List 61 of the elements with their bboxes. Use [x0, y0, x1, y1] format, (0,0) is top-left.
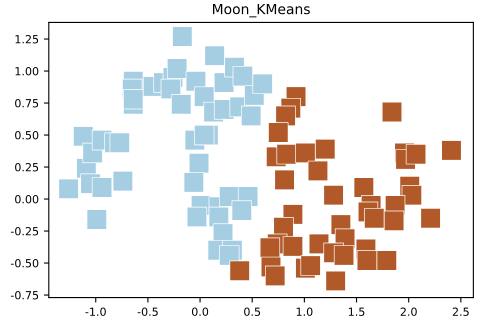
point [204, 46, 225, 66]
y-tick-label: 0.50 [15, 131, 38, 140]
y-tick-label: 0.25 [15, 163, 38, 172]
point [184, 172, 204, 193]
point [441, 140, 462, 161]
point [86, 209, 107, 230]
point [123, 89, 144, 110]
y-tick-label: -0.50 [10, 259, 38, 268]
x-tick-label: 0.5 [244, 308, 260, 316]
point [276, 144, 297, 164]
point [268, 122, 288, 143]
x-tick-label: 2.0 [400, 308, 417, 316]
y-tick-label: 1.25 [16, 35, 38, 44]
point [384, 210, 404, 231]
point [241, 106, 262, 126]
x-tick-label: 1.5 [348, 308, 364, 316]
point [194, 124, 214, 146]
point [58, 178, 79, 199]
point [166, 58, 188, 79]
chart-title: Moon_KMeans [212, 4, 310, 18]
point [376, 250, 397, 271]
point [274, 170, 295, 190]
point [402, 185, 422, 206]
point [334, 245, 354, 266]
point [364, 208, 384, 228]
point [308, 160, 328, 182]
point [172, 26, 192, 47]
y-tick-label: 0.75 [15, 99, 38, 108]
point [325, 270, 346, 292]
point [300, 255, 321, 276]
point [110, 132, 130, 153]
point [315, 138, 336, 160]
x-tick-label: 0.0 [192, 308, 208, 316]
point [186, 206, 208, 228]
x-tick-label: 1.0 [296, 308, 312, 316]
point [356, 250, 378, 271]
x-tick-label: -1.0 [85, 308, 106, 316]
point [282, 236, 304, 257]
y-tick-label: 0.00 [15, 195, 38, 204]
point [354, 177, 374, 198]
point [264, 266, 286, 286]
x-tick-label: 2.5 [452, 308, 469, 316]
point [406, 144, 426, 164]
y-tick-label: -0.25 [10, 227, 38, 236]
point [232, 66, 253, 86]
point [323, 185, 344, 206]
point [188, 153, 210, 174]
point [420, 208, 441, 228]
point [295, 142, 316, 164]
point [275, 106, 296, 126]
x-tick-label: -0.5 [138, 308, 158, 316]
y-tick-label: -0.75 [10, 291, 38, 300]
point [232, 200, 252, 221]
point [382, 102, 402, 122]
point [171, 94, 192, 114]
point [230, 260, 250, 281]
y-tick-label: 1.00 [16, 67, 38, 76]
point [92, 177, 112, 198]
point [112, 170, 134, 192]
point [260, 238, 280, 258]
point [252, 74, 273, 94]
